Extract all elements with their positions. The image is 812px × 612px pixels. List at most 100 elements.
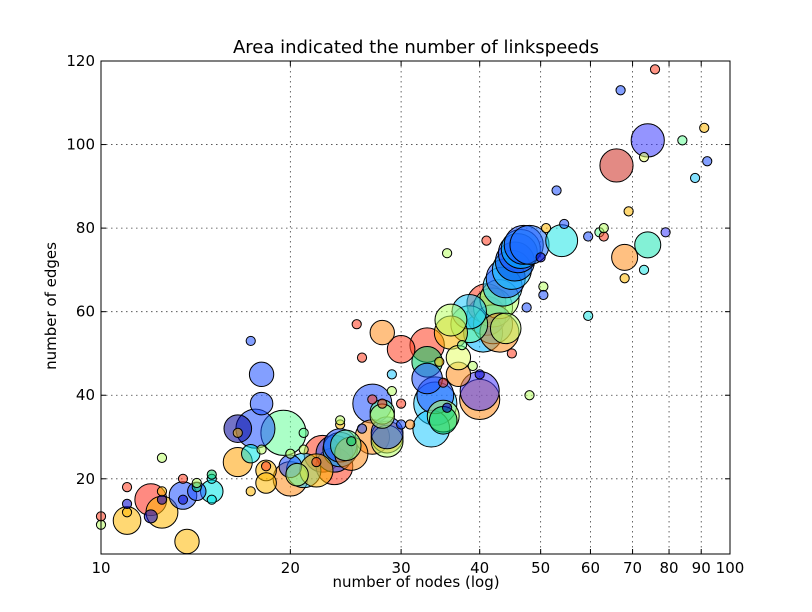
data-point-30 (248, 361, 275, 388)
x-tick-label-100: 100 (716, 559, 745, 577)
data-point-73 (396, 419, 407, 430)
data-point-119 (538, 281, 549, 292)
data-point-11 (156, 452, 168, 464)
data-point-86 (441, 248, 453, 259)
data-point-120 (538, 289, 549, 301)
data-point-143 (699, 122, 710, 133)
data-point-118 (535, 252, 546, 263)
data-point-40 (285, 462, 309, 487)
data-point-45 (311, 456, 322, 468)
x-tick-label-50: 50 (531, 559, 550, 577)
data-point-91 (456, 340, 468, 351)
data-point-144 (702, 156, 713, 167)
data-point-70 (386, 385, 397, 397)
data-point-122 (551, 185, 562, 196)
y-tick-label-80: 80 (76, 219, 95, 237)
data-point-39 (285, 448, 296, 459)
data-point-135 (638, 264, 650, 275)
data-point-72 (396, 398, 407, 409)
data-point-90 (445, 344, 472, 371)
data-point-35 (260, 461, 272, 472)
data-point-42 (298, 444, 309, 455)
grid (101, 61, 730, 554)
data-point-125 (583, 310, 594, 321)
data-point-132 (611, 243, 639, 271)
x-tick-label-40: 40 (470, 559, 489, 577)
x-tick-label-60: 60 (581, 559, 600, 577)
data-point-140 (660, 227, 671, 238)
data-point-56 (351, 319, 362, 330)
data-point-34 (255, 472, 277, 494)
data-point-54 (346, 436, 357, 447)
data-point-14 (177, 494, 189, 505)
data-point-142 (689, 172, 701, 184)
data-point-9 (156, 494, 168, 505)
data-point-27 (245, 486, 256, 497)
data-point-69 (386, 369, 397, 380)
data-point-61 (367, 394, 378, 405)
plot-frame (100, 60, 731, 555)
data-point-101 (481, 235, 492, 246)
x-tick-label-90: 90 (692, 559, 711, 577)
y-tick-label-60: 60 (76, 303, 95, 321)
data-point-53 (330, 429, 362, 462)
data-point-31 (249, 391, 274, 416)
data-point-97 (474, 369, 485, 380)
x-tick-label-10: 10 (91, 559, 110, 577)
y-tick-label-20: 20 (76, 470, 95, 488)
x-tick-label-30: 30 (392, 559, 411, 577)
data-point-77 (411, 362, 443, 395)
data-point-124 (559, 218, 570, 230)
data-point-43 (298, 427, 309, 438)
data-point-116 (524, 390, 535, 401)
data-point-10 (156, 486, 168, 497)
data-point-85 (441, 402, 453, 413)
data-point-115 (521, 302, 532, 313)
data-point-15 (174, 528, 200, 555)
data-point-138 (634, 231, 662, 259)
data-point-32 (256, 444, 267, 455)
data-point-130 (599, 148, 634, 183)
data-point-20 (206, 494, 217, 505)
y-tick-label-100: 100 (66, 136, 95, 154)
data-point-139 (649, 64, 661, 75)
x-tick-label-80: 80 (659, 559, 678, 577)
chart-title: Area indicated the number of linkspeeds (233, 37, 599, 58)
data-point-65 (377, 398, 388, 409)
data-point-110 (506, 348, 517, 359)
data-point-81 (434, 356, 445, 367)
data-point-131 (615, 85, 626, 96)
data-point-141 (677, 135, 688, 146)
data-point-25 (232, 427, 243, 438)
data-point-134 (623, 206, 634, 217)
x-tick-label-70: 70 (623, 559, 642, 577)
data-point-7 (143, 509, 158, 524)
data-point-22 (206, 469, 217, 480)
data-point-84 (438, 377, 449, 388)
axis-ticks: 10 20 30 40 50 60 70 80 90 100 20 40 60 80 100 120 (66, 52, 744, 577)
data-points (95, 64, 713, 555)
data-point-94 (467, 360, 478, 372)
x-axis-label: number of nodes (log) (332, 573, 499, 591)
data-point-137 (630, 123, 665, 158)
x-tick-label-20: 20 (281, 559, 300, 577)
y-tick-label-120: 120 (66, 52, 95, 70)
data-point-128 (598, 231, 609, 242)
data-point-136 (638, 151, 650, 163)
data-point-3 (121, 507, 133, 518)
y-tick-label-40: 40 (76, 386, 95, 404)
data-point-58 (356, 352, 368, 363)
data-point-133 (619, 273, 630, 284)
data-point-108 (489, 312, 522, 345)
data-point-57 (356, 423, 368, 434)
data-point-126 (583, 231, 594, 242)
data-point-52 (335, 415, 346, 426)
data-point-13 (177, 473, 189, 484)
data-point-87 (434, 303, 468, 337)
data-point-71 (386, 334, 416, 364)
data-point-121 (540, 223, 552, 234)
data-point-62 (369, 319, 395, 346)
data-point-4 (121, 498, 133, 509)
